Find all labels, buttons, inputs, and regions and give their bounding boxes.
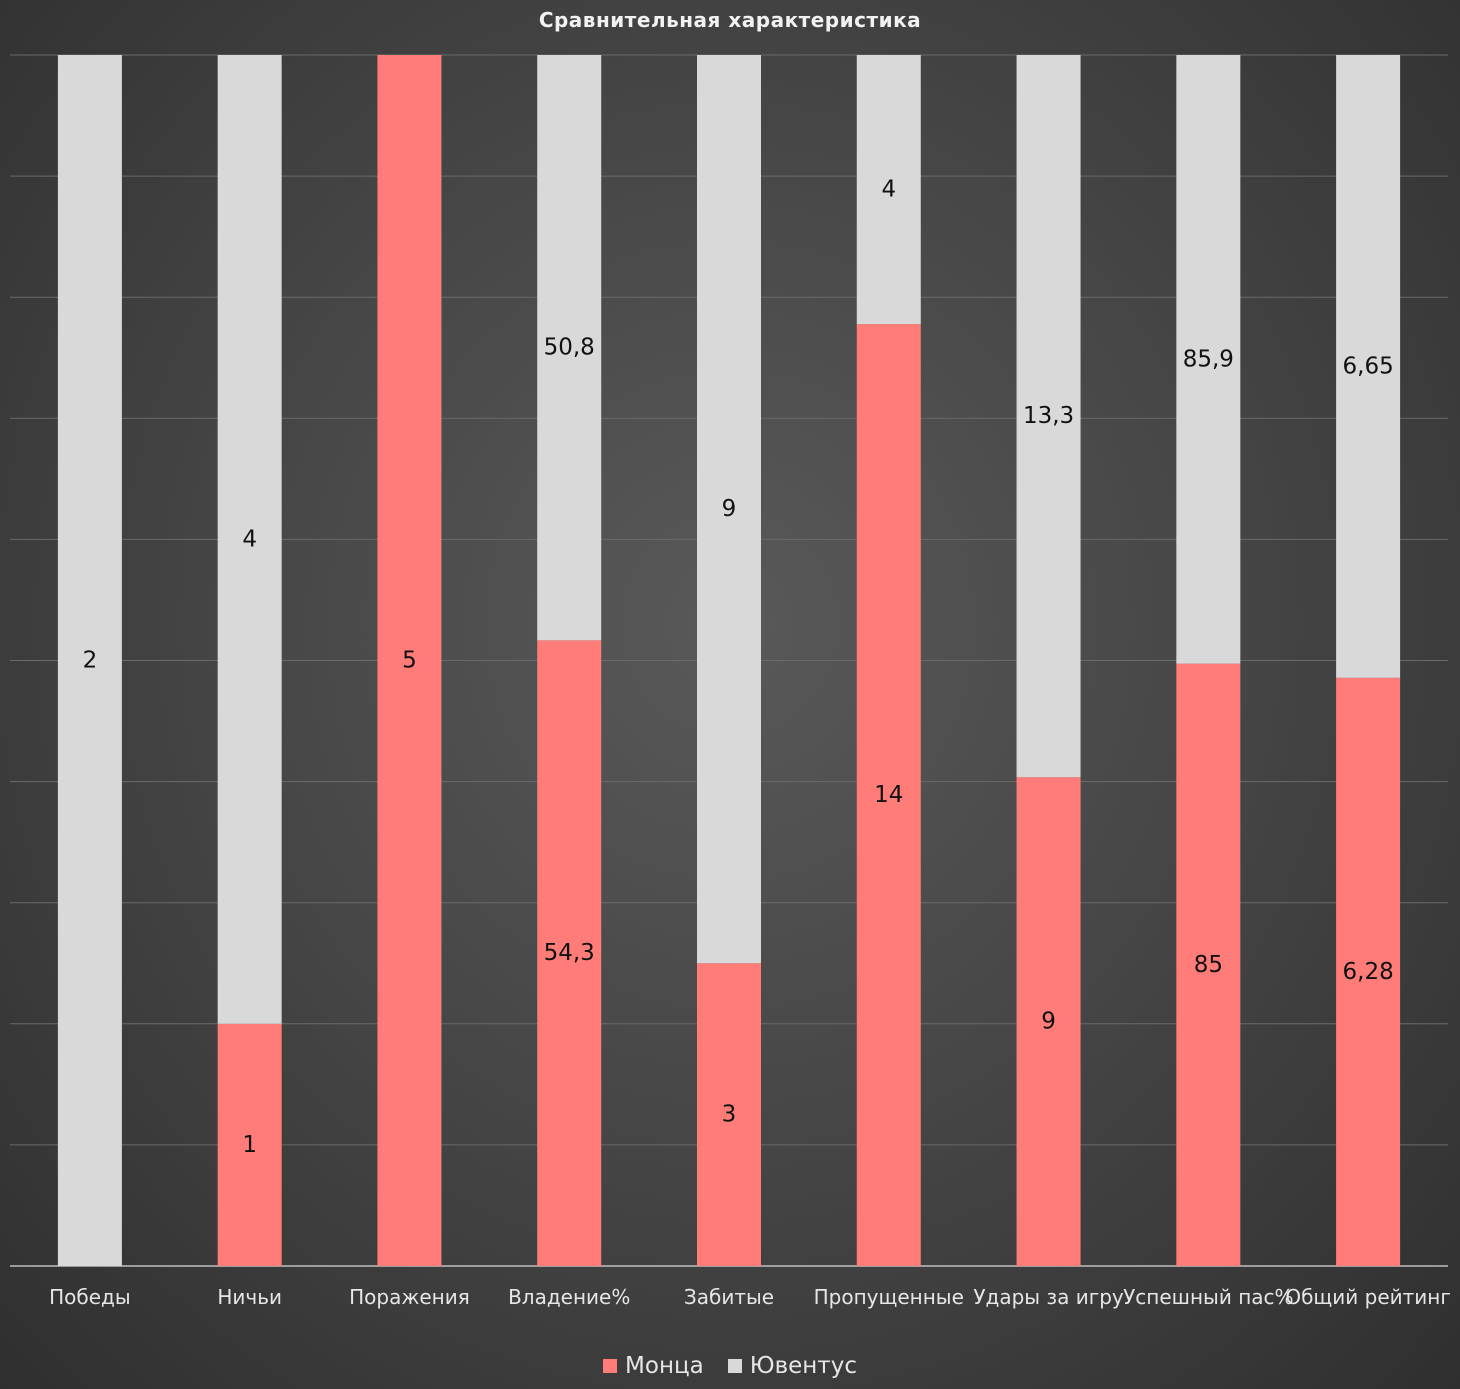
data-label-juventus: 6,65 — [1343, 353, 1394, 379]
x-tick-label: Удары за игру — [973, 1285, 1124, 1309]
legend-swatch-juventus — [727, 1359, 742, 1373]
data-label-juventus: 4 — [242, 526, 257, 552]
x-tick-label: Успешный пас% — [1123, 1285, 1293, 1309]
data-label-monza: 14 — [874, 782, 903, 808]
bar-monza — [697, 963, 761, 1266]
bar-juventus — [1016, 55, 1081, 778]
x-tick-label: Общий рейтинг — [1285, 1285, 1451, 1309]
legend: Монца Ювентус — [0, 1353, 1460, 1379]
x-tick-label: Пропущенные — [814, 1285, 964, 1309]
legend-item-juventus[interactable]: Ювентус — [727, 1353, 857, 1379]
bar-juventus — [57, 55, 122, 1266]
x-tick-label: Владение% — [508, 1285, 630, 1309]
data-label-juventus: 4 — [881, 177, 896, 203]
bar-monza — [1176, 663, 1241, 1266]
legend-label-juventus: Ювентус — [749, 1353, 857, 1379]
data-label-monza: 9 — [1041, 1009, 1056, 1035]
data-label-monza: 1 — [242, 1132, 257, 1158]
bar-juventus — [697, 55, 761, 964]
x-tick-label: Забитые — [684, 1285, 774, 1309]
x-tick-label: Ничьи — [217, 1285, 282, 1309]
legend-swatch-monza — [603, 1359, 618, 1373]
x-tick-label: Победы — [49, 1285, 131, 1309]
chart-title: Сравнительная характеристика — [538, 8, 922, 32]
bar-juventus — [217, 55, 282, 1024]
x-tick-label: Поражения — [349, 1285, 470, 1309]
bar-juventus — [1176, 55, 1241, 664]
data-label-juventus: 50,8 — [544, 335, 595, 361]
bar-monza — [377, 55, 442, 1266]
bar-monza — [537, 640, 602, 1266]
legend-label-monza: Монца — [625, 1353, 704, 1379]
bar-monza — [217, 1023, 282, 1266]
data-label-monza: 3 — [722, 1102, 737, 1128]
bar-juventus — [537, 55, 602, 641]
data-label-monza: 6,28 — [1343, 959, 1394, 985]
bar-monza — [856, 324, 921, 1267]
bar-monza — [1336, 677, 1401, 1266]
bar-monza — [1016, 777, 1081, 1266]
data-label-monza: 54,3 — [544, 940, 595, 966]
data-label-juventus: 85,9 — [1183, 346, 1234, 372]
data-label-juventus: 2 — [83, 648, 98, 674]
data-label-juventus: 13,3 — [1023, 403, 1074, 429]
bar-juventus — [1336, 55, 1401, 678]
bar-juventus — [856, 55, 921, 325]
data-label-juventus: 9 — [722, 496, 737, 522]
data-label-monza: 85 — [1194, 952, 1223, 978]
legend-item-monza[interactable]: Монца — [603, 1353, 704, 1379]
data-label-monza: 5 — [402, 648, 417, 674]
